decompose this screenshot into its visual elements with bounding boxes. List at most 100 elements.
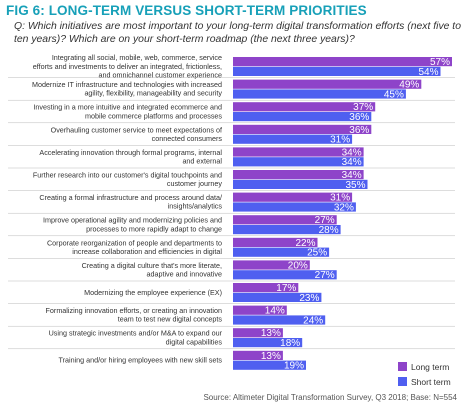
bar-long-term <box>233 192 353 202</box>
data-label-long-term: 14% <box>265 306 285 317</box>
category-label: Formalizing innovation efforts, or creat… <box>46 306 223 324</box>
data-label-long-term: 17% <box>276 283 296 294</box>
category-label-line: mobile commerce platforms and processes <box>85 111 222 120</box>
data-label-short-term: 19% <box>284 361 304 372</box>
data-label-long-term: 27% <box>315 215 335 226</box>
legend-label-long-term: Long term <box>411 362 449 372</box>
category-label-line: processes to more rapidly adapt to chang… <box>86 224 222 233</box>
chart-title: FIG 6: LONG-TERM VERSUS SHORT-TERM PRIOR… <box>6 3 367 18</box>
legend-label-short-term: Short term <box>411 377 451 387</box>
bar-long-term <box>233 260 310 270</box>
category-label-line: agility, flexibility, manageability and … <box>84 89 222 98</box>
bar-long-term <box>233 124 372 134</box>
category-label-line: Corporate reorganization of people and d… <box>47 238 222 247</box>
bar-short-term <box>233 157 364 167</box>
category-label-line: Investing in a more intuitive and integr… <box>33 103 222 112</box>
bar-long-term <box>233 79 422 89</box>
bar-short-term <box>233 202 356 212</box>
category-label-line: customer journey <box>167 179 223 188</box>
bar-long-term <box>233 170 364 180</box>
bar-short-term <box>233 247 330 257</box>
category-label-line: Overhauling customer service to meet exp… <box>51 125 222 134</box>
data-label-long-term: 49% <box>399 80 419 91</box>
chart-row: Formalizing innovation efforts, or creat… <box>8 305 455 327</box>
data-label-short-term: 54% <box>418 67 438 78</box>
category-label-line: Modernize IT infrastructure and technolo… <box>32 80 222 89</box>
legend-swatch-long-term <box>398 362 407 371</box>
data-label-long-term: 37% <box>353 102 373 113</box>
category-label-line: Further research into our customer's dig… <box>33 171 222 180</box>
data-label-short-term: 18% <box>280 338 300 349</box>
data-label-short-term: 25% <box>307 248 327 259</box>
bar-short-term <box>233 360 306 370</box>
bar-long-term <box>233 283 299 293</box>
category-label: Creating a digital culture that's more l… <box>82 261 222 279</box>
category-label: Improve operational agility and moderniz… <box>43 216 222 234</box>
category-label-line: Using strategic investments and/or M&A t… <box>49 329 223 338</box>
bar-short-term <box>233 338 303 348</box>
chart-row: Modernizing the employee experience (EX)… <box>8 283 455 304</box>
category-label-line: increase collaboration and efficiencies … <box>72 247 222 256</box>
chart-row: Creating a formal infrastructure and pro… <box>8 192 455 214</box>
category-label: Further research into our customer's dig… <box>33 171 223 189</box>
legend-swatch-short-term <box>398 377 407 386</box>
category-label: Accelerating innovation through formal p… <box>39 148 222 166</box>
data-label-long-term: 31% <box>330 193 350 204</box>
bar-long-term <box>233 350 283 360</box>
chart-row: Overhauling customer service to meet exp… <box>8 124 455 146</box>
bar-short-term <box>233 225 341 235</box>
category-label-line: Creating a formal infrastructure and pro… <box>39 193 222 202</box>
bar-short-term <box>233 134 353 144</box>
data-label-short-term: 34% <box>342 157 362 168</box>
category-label-line: efforts and investments to deliver an in… <box>33 62 222 71</box>
data-label-long-term: 36% <box>349 125 369 136</box>
chart-row: Using strategic investments and/or M&A t… <box>8 328 455 350</box>
category-label-line: and external <box>182 157 222 166</box>
data-label-long-term: 34% <box>342 147 362 158</box>
category-label: Integrating all social, mobile, web, com… <box>33 53 222 79</box>
bar-long-term <box>233 147 364 157</box>
data-label-long-term: 20% <box>288 260 308 271</box>
category-label: Creating a formal infrastructure and pro… <box>39 193 222 211</box>
category-label: Using strategic investments and/or M&A t… <box>49 329 223 347</box>
bar-short-term <box>233 66 441 76</box>
bar-long-term <box>233 215 337 225</box>
data-label-short-term: 24% <box>303 315 323 326</box>
category-label-line: digital capabilities <box>166 337 223 346</box>
bar-long-term <box>233 328 283 338</box>
category-label-line: Training and/or hiring employees with ne… <box>58 356 222 365</box>
data-label-short-term: 45% <box>384 89 404 100</box>
data-label-short-term: 23% <box>299 293 319 304</box>
category-label: Corporate reorganization of people and d… <box>47 238 222 256</box>
survey-question: Q: Which initiatives are most important … <box>14 21 461 45</box>
category-label: Modernize IT infrastructure and technolo… <box>32 80 222 98</box>
category-label: Training and/or hiring employees with ne… <box>58 356 222 365</box>
chart-rows: Integrating all social, mobile, web, com… <box>8 53 455 372</box>
bar-long-term <box>233 57 452 67</box>
bar-long-term <box>233 305 287 315</box>
category-label-line: adaptive and innovative <box>146 270 222 279</box>
chart-row: Improve operational agility and moderniz… <box>8 215 455 237</box>
data-label-short-term: 31% <box>330 135 350 146</box>
category-label-line: insights/analytics <box>168 202 223 211</box>
chart-row: Integrating all social, mobile, web, com… <box>8 53 455 79</box>
chart-row: Training and/or hiring employees with ne… <box>58 350 306 372</box>
data-label-short-term: 35% <box>345 180 365 191</box>
data-label-short-term: 36% <box>349 112 369 123</box>
bar-long-term <box>233 102 376 112</box>
data-label-short-term: 28% <box>319 225 339 236</box>
chart-row: Modernize IT infrastructure and technolo… <box>8 79 455 101</box>
category-label: Modernizing the employee experience (EX) <box>84 288 222 297</box>
category-label-line: Modernizing the employee experience (EX) <box>84 288 222 297</box>
bar-short-term <box>233 292 322 302</box>
chart-row: Corporate reorganization of people and d… <box>8 237 455 259</box>
category-label-line: Integrating all social, mobile, web, com… <box>52 53 222 62</box>
category-label: Overhauling customer service to meet exp… <box>51 125 223 143</box>
data-label-short-term: 32% <box>334 202 354 213</box>
category-label-line: team to test new digital concepts <box>118 315 223 324</box>
chart-row: Creating a digital culture that's more l… <box>8 260 455 282</box>
chart-row: Further research into our customer's dig… <box>8 170 455 191</box>
data-label-long-term: 13% <box>261 328 281 339</box>
category-label: Investing in a more intuitive and integr… <box>33 103 222 121</box>
